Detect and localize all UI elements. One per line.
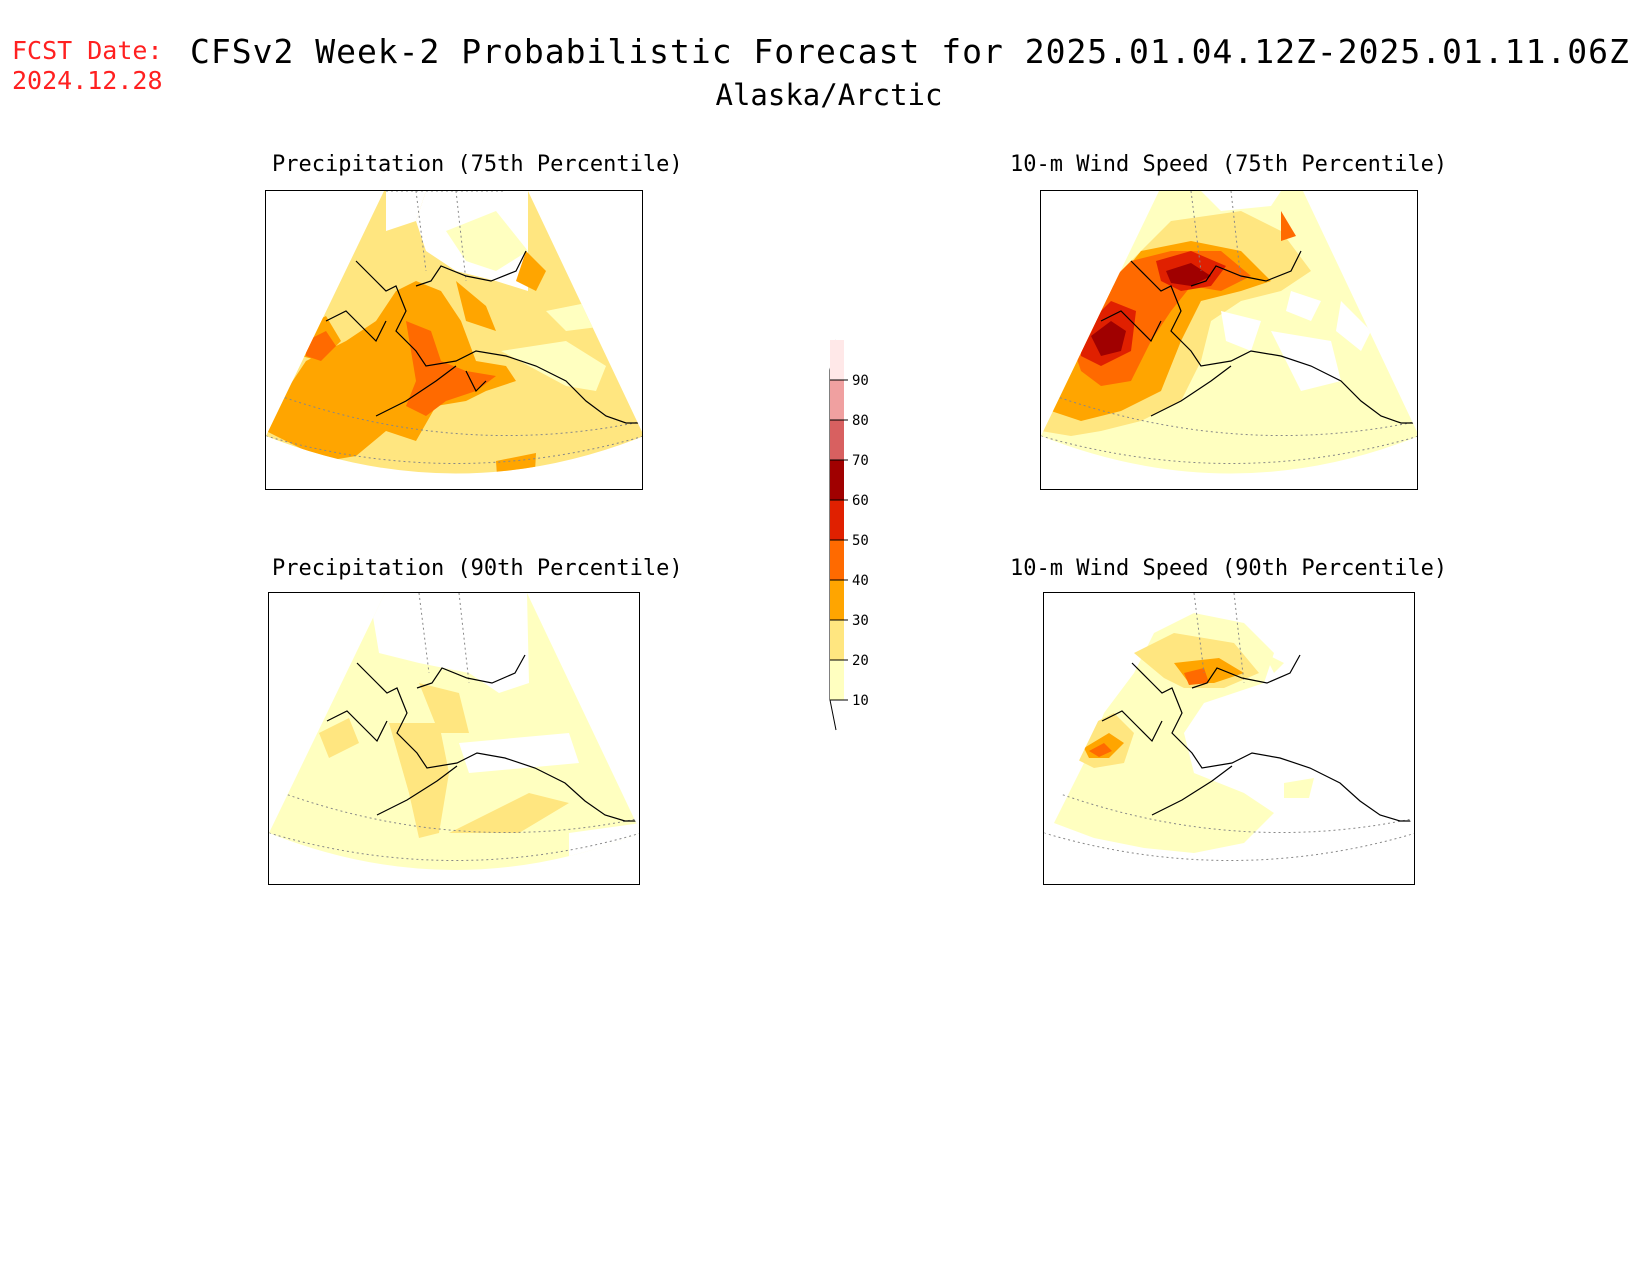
colorbar-swatch — [830, 340, 844, 380]
forecast-date-value: 2024.12.28 — [12, 66, 163, 95]
map-precip90 — [268, 592, 640, 885]
colorbar-swatch — [830, 380, 844, 420]
colorbar-swatch — [830, 420, 844, 460]
colorbar-label: 50 — [852, 533, 869, 549]
colorbar-label: 60 — [852, 493, 869, 509]
region-subtitle: Alaska/Arctic — [715, 78, 943, 112]
colorbar-label: 30 — [852, 613, 869, 629]
map-precip75 — [265, 190, 643, 490]
colorbar-swatch — [830, 660, 844, 700]
colorbar-label: 90 — [852, 373, 869, 389]
panel-title-wind90: 10-m Wind Speed (90th Percentile) — [1010, 556, 1448, 581]
colorbar-label: 80 — [852, 413, 869, 429]
panel-title-precip75: Precipitation (75th Percentile) — [272, 152, 683, 177]
panel-title-precip90: Precipitation (90th Percentile) — [272, 556, 683, 581]
colorbar-swatch — [830, 620, 844, 660]
colorbar-label: 20 — [852, 653, 869, 669]
colorbar-swatch — [830, 540, 844, 580]
colorbar-label: 70 — [852, 453, 869, 469]
panel-title-wind75: 10-m Wind Speed (75th Percentile) — [1010, 152, 1448, 177]
colorbar: 10 20 30 40 50 60 70 80 90 — [826, 330, 886, 740]
page-title: CFSv2 Week-2 Probabilistic Forecast for … — [190, 32, 1630, 71]
forecast-date-block: FCST Date: 2024.12.28 — [12, 36, 163, 96]
forecast-date-label: FCST Date: — [12, 36, 163, 65]
colorbar-swatch — [830, 580, 844, 620]
colorbar-label: 10 — [852, 693, 869, 709]
colorbar-label: 40 — [852, 573, 869, 589]
colorbar-swatch — [830, 500, 844, 540]
colorbar-swatch — [830, 460, 844, 500]
map-wind90 — [1043, 592, 1415, 885]
map-wind75 — [1040, 190, 1418, 490]
